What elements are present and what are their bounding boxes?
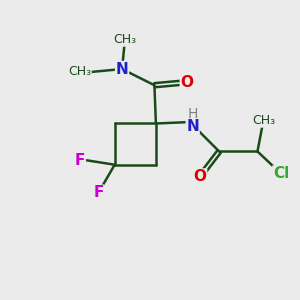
Text: O: O bbox=[180, 75, 193, 90]
Text: N: N bbox=[186, 119, 199, 134]
Text: CH₃: CH₃ bbox=[252, 114, 275, 127]
Text: CH₃: CH₃ bbox=[68, 65, 91, 79]
Text: F: F bbox=[93, 185, 104, 200]
Text: O: O bbox=[194, 169, 207, 184]
Text: Cl: Cl bbox=[273, 166, 289, 181]
Text: H: H bbox=[188, 107, 198, 121]
Text: N: N bbox=[116, 61, 128, 76]
Text: F: F bbox=[75, 153, 85, 168]
Text: CH₃: CH₃ bbox=[113, 33, 136, 46]
